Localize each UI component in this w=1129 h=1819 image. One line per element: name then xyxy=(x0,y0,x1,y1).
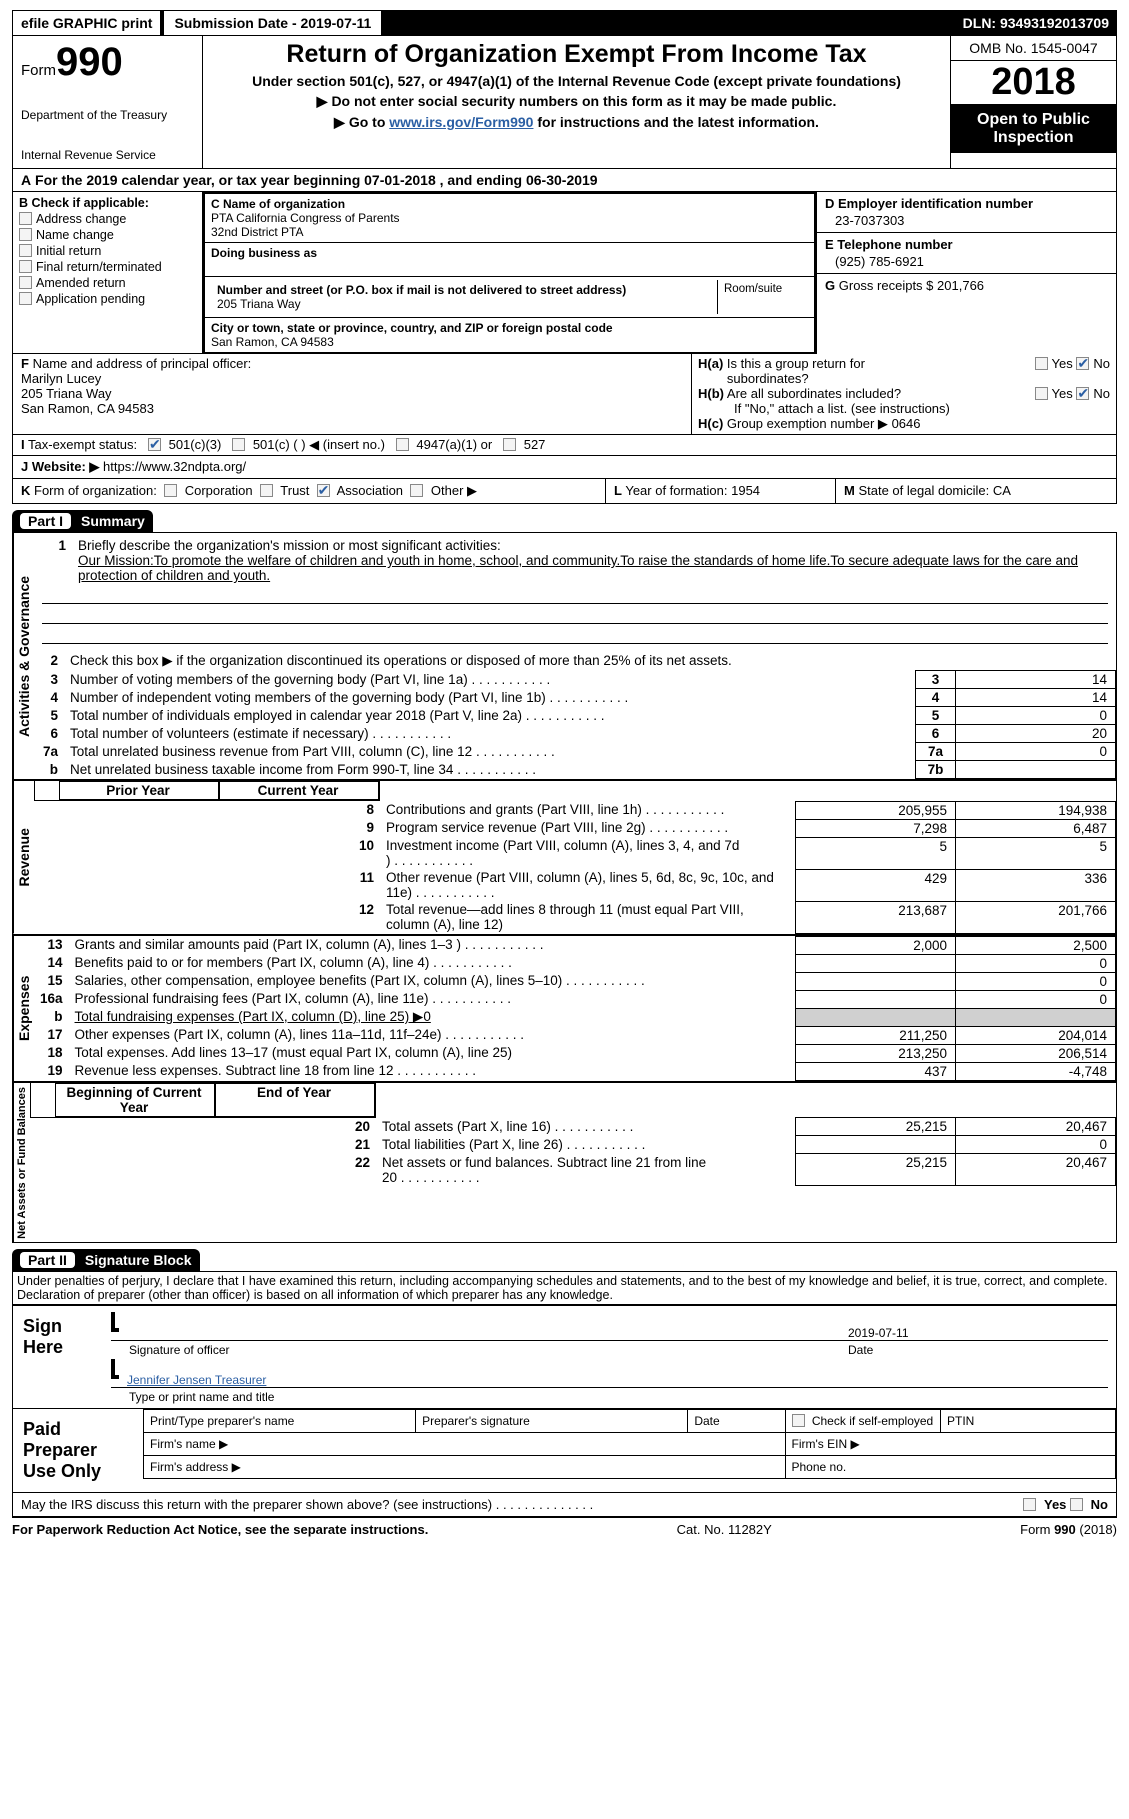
chk-527[interactable] xyxy=(503,438,516,451)
section-m: M State of legal domicile: CA xyxy=(836,479,1116,503)
omb-no: OMB No. 1545-0047 xyxy=(951,36,1116,61)
chk-trust[interactable] xyxy=(260,484,273,497)
section-f: F Name and address of principal officer:… xyxy=(13,354,691,435)
chk-corp[interactable] xyxy=(164,484,177,497)
section-e: E Telephone number(925) 785-6921 xyxy=(817,233,1116,274)
chk-final-return[interactable] xyxy=(19,260,32,273)
paid-preparer: Paid Preparer Use Only Print/Type prepar… xyxy=(12,1409,1117,1493)
section-j: J Website: ▶ https://www.32ndpta.org/ xyxy=(12,456,1117,479)
discuss-yes[interactable] xyxy=(1023,1498,1036,1511)
chk-self-employed[interactable] xyxy=(792,1414,805,1427)
declaration: Under penalties of perjury, I declare th… xyxy=(12,1271,1117,1304)
section-k: K Form of organization: Corporation Trus… xyxy=(13,479,606,503)
part-i-body: Activities & Governance 1Briefly describ… xyxy=(12,532,1117,1243)
ha-no[interactable] xyxy=(1076,357,1089,370)
chk-501c3[interactable] xyxy=(148,438,161,451)
submission-date: Submission Date - 2019-07-11 xyxy=(163,10,382,36)
dln: DLN: 93493192013709 xyxy=(955,15,1117,31)
chk-association[interactable] xyxy=(317,484,330,497)
section-h: H(a) Is this a group return forYes No su… xyxy=(691,354,1116,435)
chk-address-change[interactable] xyxy=(19,212,32,225)
hb-no[interactable] xyxy=(1076,387,1089,400)
topbar: efile GRAPHIC print Submission Date - 20… xyxy=(12,10,1117,36)
form-title: Return of Organization Exempt From Incom… xyxy=(211,40,942,69)
efile-label[interactable]: efile GRAPHIC print xyxy=(12,10,161,36)
chk-initial-return[interactable] xyxy=(19,244,32,257)
section-d: D Employer identification number23-70373… xyxy=(817,192,1116,233)
label-net-assets: Net Assets or Fund Balances xyxy=(13,1083,30,1243)
hb-yes[interactable] xyxy=(1035,387,1048,400)
row-klm: K Form of organization: Corporation Trus… xyxy=(12,479,1117,504)
section-l: L Year of formation: 1954 xyxy=(606,479,836,503)
chk-amended[interactable] xyxy=(19,276,32,289)
dept-treasury: Department of the Treasury xyxy=(21,108,194,122)
part-ii-header: Part IISignature Block xyxy=(12,1249,200,1271)
discuss-no[interactable] xyxy=(1070,1498,1083,1511)
irs-link[interactable]: www.irs.gov/Form990 xyxy=(389,114,533,130)
discuss-row: May the IRS discuss this return with the… xyxy=(12,1493,1117,1518)
section-c: C Name of organizationPTA California Con… xyxy=(203,192,816,354)
officer-name[interactable]: Jennifer Jensen Treasurer xyxy=(127,1373,266,1387)
note-link: Go to www.irs.gov/Form990 for instructio… xyxy=(211,114,942,131)
section-i: I Tax-exempt status: 501(c)(3) 501(c) ( … xyxy=(13,435,691,456)
chk-501c[interactable] xyxy=(232,438,245,451)
form-number: 990 xyxy=(56,40,123,84)
section-a: A For the 2019 calendar year, or tax yea… xyxy=(12,169,1117,192)
note-ssn: Do not enter social security numbers on … xyxy=(211,93,942,110)
chk-4947[interactable] xyxy=(396,438,409,451)
label-activities-governance: Activities & Governance xyxy=(13,533,34,779)
irs: Internal Revenue Service xyxy=(21,148,194,162)
form-subtitle: Under section 501(c), 527, or 4947(a)(1)… xyxy=(211,73,942,89)
signature-of-officer[interactable] xyxy=(127,1312,848,1340)
chk-name-change[interactable] xyxy=(19,228,32,241)
open-to-public: Open to PublicInspection xyxy=(951,105,1116,153)
label-expenses: Expenses xyxy=(13,936,34,1081)
chk-application-pending[interactable] xyxy=(19,292,32,305)
sign-here: Sign Here 2019-07-11 Signature of office… xyxy=(12,1304,1117,1409)
chk-other[interactable] xyxy=(410,484,423,497)
section-g: G Gross receipts $ 201,766 xyxy=(817,274,1116,297)
section-b: B Check if applicable: Address change Na… xyxy=(13,192,203,354)
form-prefix: Form xyxy=(21,62,56,79)
footer: For Paperwork Reduction Act Notice, see … xyxy=(12,1518,1117,1541)
form-header: Form990 Department of the Treasury Inter… xyxy=(12,36,1117,169)
label-revenue: Revenue xyxy=(13,781,34,934)
part-i-header: Part ISummary xyxy=(12,510,153,532)
ha-yes[interactable] xyxy=(1035,357,1048,370)
tax-year: 2018 xyxy=(951,61,1116,105)
